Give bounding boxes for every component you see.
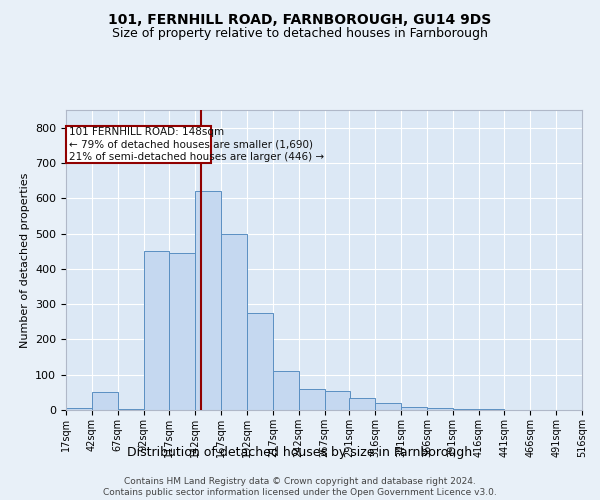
Bar [169,253,195,410]
Bar [427,408,453,410]
Bar [375,403,401,410]
Bar [66,408,92,410]
Bar [221,234,247,410]
Bar [143,251,169,410]
Bar [325,390,350,410]
Bar [247,313,273,410]
Bar [453,409,479,410]
Bar [92,392,118,410]
Bar [299,389,325,410]
Y-axis label: Number of detached properties: Number of detached properties [20,172,29,348]
Bar [582,409,600,410]
Text: Contains HM Land Registry data © Crown copyright and database right 2024.: Contains HM Land Registry data © Crown c… [124,476,476,486]
Bar [349,398,375,410]
Bar [118,409,143,410]
Text: Size of property relative to detached houses in Farnborough: Size of property relative to detached ho… [112,28,488,40]
Bar [479,409,505,410]
Text: ← 79% of detached houses are smaller (1,690): ← 79% of detached houses are smaller (1,… [69,140,313,149]
Bar [401,407,427,410]
Text: Distribution of detached houses by size in Farnborough: Distribution of detached houses by size … [127,446,473,459]
Text: Contains public sector information licensed under the Open Government Licence v3: Contains public sector information licen… [103,488,497,497]
Bar [273,371,299,410]
FancyBboxPatch shape [66,126,211,163]
Text: 21% of semi-detached houses are larger (446) →: 21% of semi-detached houses are larger (… [69,152,324,162]
Text: 101, FERNHILL ROAD, FARNBOROUGH, GU14 9DS: 101, FERNHILL ROAD, FARNBOROUGH, GU14 9D… [109,12,491,26]
Bar [195,191,221,410]
Text: 101 FERNHILL ROAD: 148sqm: 101 FERNHILL ROAD: 148sqm [69,127,224,137]
